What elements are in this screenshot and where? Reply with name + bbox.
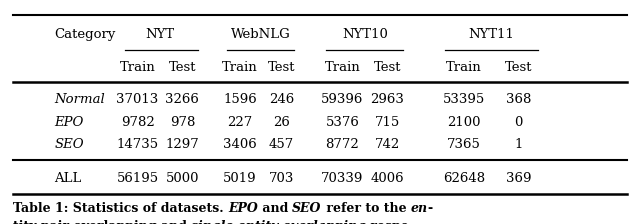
Text: Train: Train bbox=[120, 61, 156, 74]
Text: SEO: SEO bbox=[54, 138, 84, 151]
Text: 5000: 5000 bbox=[166, 172, 199, 185]
Text: Train: Train bbox=[222, 61, 258, 74]
Text: EPO: EPO bbox=[228, 202, 257, 215]
Text: ALL: ALL bbox=[54, 172, 82, 185]
Text: 742: 742 bbox=[374, 138, 400, 151]
Text: 1297: 1297 bbox=[166, 138, 199, 151]
Text: 369: 369 bbox=[506, 172, 531, 185]
Text: Table 1: Statistics of datasets.: Table 1: Statistics of datasets. bbox=[13, 202, 228, 215]
Text: NYT11: NYT11 bbox=[468, 28, 514, 41]
Text: 26: 26 bbox=[273, 116, 290, 129]
Text: 2100: 2100 bbox=[447, 116, 481, 129]
Text: tity pair overlapping and: tity pair overlapping and bbox=[13, 220, 191, 224]
Text: 1596: 1596 bbox=[223, 93, 257, 106]
Text: 53395: 53395 bbox=[443, 93, 485, 106]
Text: 37013: 37013 bbox=[116, 93, 159, 106]
Text: 2963: 2963 bbox=[371, 93, 404, 106]
Text: single entity overlapping: single entity overlapping bbox=[191, 220, 366, 224]
Text: WebNLG: WebNLG bbox=[231, 28, 291, 41]
Text: 1: 1 bbox=[514, 138, 523, 151]
Text: 3266: 3266 bbox=[166, 93, 199, 106]
Text: 4006: 4006 bbox=[371, 172, 404, 185]
Text: Train: Train bbox=[324, 61, 360, 74]
Text: 457: 457 bbox=[269, 138, 294, 151]
Text: 14735: 14735 bbox=[116, 138, 159, 151]
Text: Category: Category bbox=[54, 28, 116, 41]
Text: 715: 715 bbox=[374, 116, 400, 129]
Text: 5019: 5019 bbox=[223, 172, 257, 185]
Text: 62648: 62648 bbox=[443, 172, 485, 185]
Text: 7365: 7365 bbox=[447, 138, 481, 151]
Text: NYT10: NYT10 bbox=[342, 28, 388, 41]
Text: 70339: 70339 bbox=[321, 172, 364, 185]
Text: SEO: SEO bbox=[292, 202, 322, 215]
Text: 9782: 9782 bbox=[121, 116, 154, 129]
Text: 59396: 59396 bbox=[321, 93, 364, 106]
Text: respe-: respe- bbox=[366, 220, 414, 224]
Text: 368: 368 bbox=[506, 93, 531, 106]
Text: 8772: 8772 bbox=[326, 138, 359, 151]
Text: and: and bbox=[257, 202, 292, 215]
Text: 703: 703 bbox=[269, 172, 294, 185]
Text: 978: 978 bbox=[170, 116, 195, 129]
Text: Test: Test bbox=[268, 61, 295, 74]
Text: Train: Train bbox=[446, 61, 482, 74]
Text: en: en bbox=[411, 202, 428, 215]
Text: EPO: EPO bbox=[54, 116, 84, 129]
Text: Test: Test bbox=[374, 61, 401, 74]
Text: NYT: NYT bbox=[145, 28, 175, 41]
Text: 3406: 3406 bbox=[223, 138, 257, 151]
Text: 227: 227 bbox=[227, 116, 253, 129]
Text: Test: Test bbox=[169, 61, 196, 74]
Text: Test: Test bbox=[505, 61, 532, 74]
Text: 56195: 56195 bbox=[116, 172, 159, 185]
Text: refer to the: refer to the bbox=[322, 202, 411, 215]
Text: 5376: 5376 bbox=[326, 116, 359, 129]
Text: 0: 0 bbox=[514, 116, 523, 129]
Text: Normal: Normal bbox=[54, 93, 105, 106]
Text: -: - bbox=[428, 202, 433, 215]
Text: 246: 246 bbox=[269, 93, 294, 106]
